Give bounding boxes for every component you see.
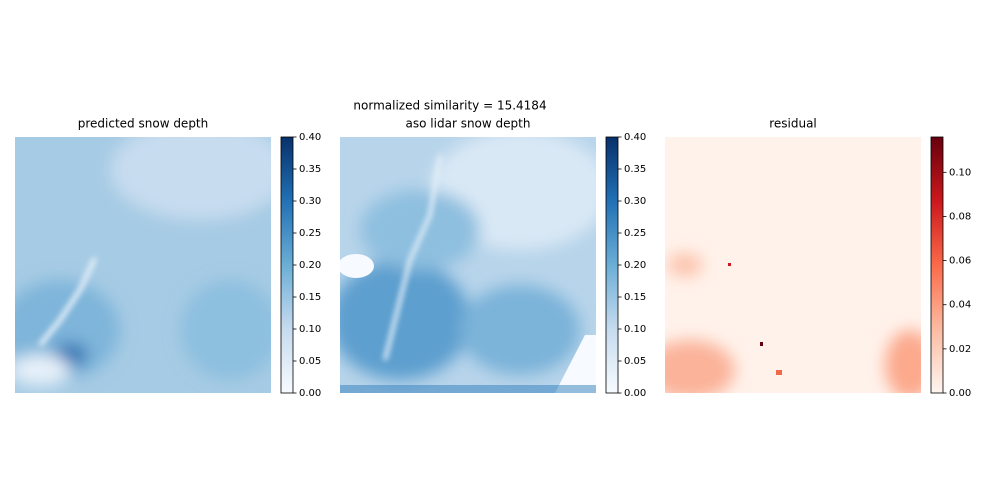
colorbar-tick-label: 0.40 xyxy=(299,132,321,143)
colorbar-tick-label: 0.20 xyxy=(624,260,646,271)
figure-title: normalized similarity = 15.4184 xyxy=(353,99,546,113)
colorbar-tick-label: 0.25 xyxy=(624,228,646,239)
colorbar-tick-label: 0.25 xyxy=(299,228,321,239)
colorbar-tick-label: 0.30 xyxy=(624,196,646,207)
colorbar xyxy=(605,136,619,394)
colorbar-tick-label: 0.00 xyxy=(949,388,971,399)
panel-title: aso lidar snow depth xyxy=(406,117,531,131)
colorbar-tick-label: 0.00 xyxy=(624,388,646,399)
colorbar-tick-label: 0.02 xyxy=(949,344,971,355)
colorbar-tick-label: 0.08 xyxy=(949,211,971,222)
colorbar-tick-label: 0.40 xyxy=(624,132,646,143)
colorbar-tick-label: 0.05 xyxy=(624,356,646,367)
colorbar-tick-label: 0.10 xyxy=(624,324,646,335)
colorbar-tick-label: 0.20 xyxy=(299,260,321,271)
colorbar-tick-label: 0.04 xyxy=(949,300,971,311)
panel-title: predicted snow depth xyxy=(78,117,209,131)
colorbar-tick-label: 0.10 xyxy=(949,167,971,178)
colorbar-tick-label: 0.35 xyxy=(299,164,321,175)
image-panel xyxy=(340,137,596,393)
colorbar-tick-label: 0.15 xyxy=(299,292,321,303)
colorbar-tick-label: 0.30 xyxy=(299,196,321,207)
colorbar-tick-label: 0.35 xyxy=(624,164,646,175)
colorbar-tick-label: 0.05 xyxy=(299,356,321,367)
panel-title: residual xyxy=(769,117,817,131)
colorbar xyxy=(930,136,944,394)
image-panel xyxy=(665,137,921,393)
image-panel xyxy=(15,137,271,393)
colorbar-tick-label: 0.00 xyxy=(299,388,321,399)
colorbar-tick-label: 0.15 xyxy=(624,292,646,303)
colorbar xyxy=(280,136,294,394)
colorbar-tick-label: 0.10 xyxy=(299,324,321,335)
colorbar-tick-label: 0.06 xyxy=(949,256,971,267)
